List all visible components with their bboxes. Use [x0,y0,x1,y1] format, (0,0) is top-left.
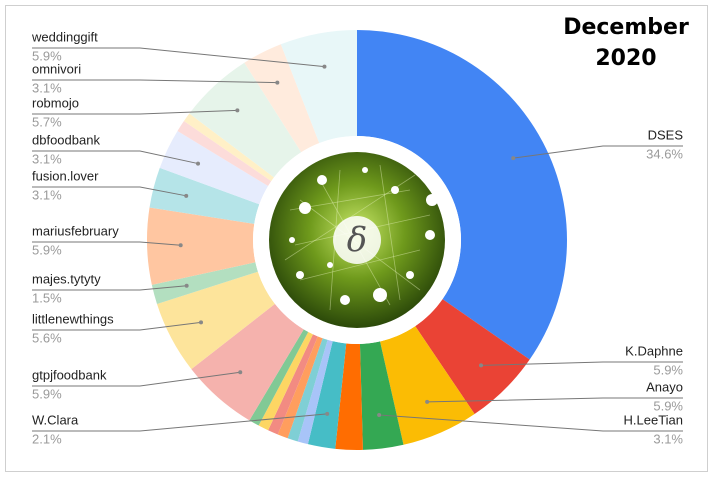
slice [380,326,475,445]
slice [191,303,304,421]
leader-line [513,145,683,159]
slice [280,30,357,144]
slice [159,131,269,205]
leader-line [427,397,683,403]
leader-dot [196,161,201,166]
slice [151,262,258,305]
slice [297,339,333,445]
leader-dot [479,363,484,368]
slice-value-label: 5.9% [653,362,683,377]
slice [183,113,274,182]
leader-line [32,241,181,246]
leader-dot [238,370,243,375]
leader-dot [184,283,189,288]
center-logo: δ [269,152,445,328]
leader-line [32,321,202,331]
slice [156,271,275,370]
slices [147,30,567,450]
slice [268,334,318,435]
slice [277,336,323,439]
slice-label: gtpjfoodbank [32,367,107,382]
leader-line [32,413,328,432]
leader-dot [425,399,430,404]
leader-dot [178,243,183,248]
slice-value-label: 5.9% [32,386,62,401]
slice-label: K.Daphne [625,343,683,358]
slice-value-label: 2.1% [32,431,62,446]
leader-dot [235,108,240,113]
leader-dot [199,320,204,325]
leader-dot [275,80,280,85]
leader-dot [511,156,516,161]
leader-line [481,361,683,366]
slice [189,62,302,178]
slice-value-label: 1.5% [32,290,62,305]
slice-value-label: 34.6% [646,146,683,161]
leader-dot [325,411,330,416]
leader-line [32,285,187,291]
slice-value-label: 5.9% [32,48,62,63]
leader-dot [322,64,327,69]
slice-label: DSES [648,127,684,142]
slice-label: majes.tytyty [32,271,101,286]
slice-label: dbfoodbank [32,132,100,147]
slice-label: H.LeeTian [624,412,684,427]
leader-dot [184,193,189,198]
slice [307,341,347,449]
slice-label: weddinggift [31,29,98,44]
slice [177,121,272,187]
logo-nodes [289,167,438,305]
slice-value-label: 3.1% [32,187,62,202]
labels: DSES34.6%K.Daphne5.9%Anayo5.9%H.LeeTian3… [31,29,683,446]
slice [415,299,530,414]
leader-line [32,186,187,197]
slice [335,343,363,450]
leader-line [379,414,683,432]
logo-badge [333,216,381,264]
slice-label: omnivori [32,61,81,76]
slice-value-label: 5.9% [653,398,683,413]
chart-title: December 2020 [563,15,689,71]
slice-value-label: 5.7% [32,114,62,129]
slice-label: mariusfebruary [32,223,119,238]
leader-dot [377,413,382,418]
slice [258,331,313,431]
slice [359,341,404,450]
slice-value-label: 3.1% [32,80,62,95]
slice [287,338,328,442]
leader-line [32,79,278,84]
slice [147,207,256,285]
leader-line [32,47,325,68]
slice-label: littlenewthings [32,311,114,326]
slice-label: Anayo [646,379,683,394]
slice [357,30,567,360]
slice-value-label: 5.9% [32,242,62,257]
slice-label: W.Clara [32,412,79,427]
slice [249,329,309,426]
slice [149,167,260,224]
leader-line [32,371,241,387]
logo-symbol: δ [347,220,367,260]
slice-value-label: 3.1% [32,151,62,166]
leader-line [32,150,199,165]
slice-label: robmojo [32,95,79,110]
leader-line [32,109,238,115]
slice-value-label: 5.6% [32,330,62,345]
slice-value-label: 3.1% [653,431,683,446]
slice [244,44,320,153]
slice-label: fusion.lover [32,168,99,183]
